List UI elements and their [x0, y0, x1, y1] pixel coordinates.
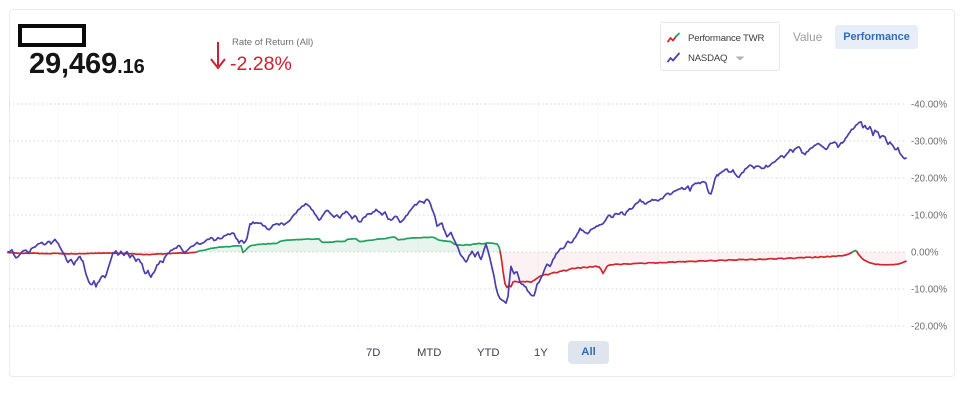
svg-text:-10.00%: -10.00% — [911, 285, 947, 296]
svg-text:-20.00%: -20.00% — [911, 322, 947, 333]
svg-text:-30.00%: -30.00% — [911, 137, 947, 148]
svg-text:-20.00%: -20.00% — [911, 174, 947, 185]
svg-text:-10.00%: -10.00% — [911, 211, 947, 222]
svg-text:-40.00%: -40.00% — [911, 100, 947, 111]
svg-text:0.00%: 0.00% — [911, 248, 939, 259]
